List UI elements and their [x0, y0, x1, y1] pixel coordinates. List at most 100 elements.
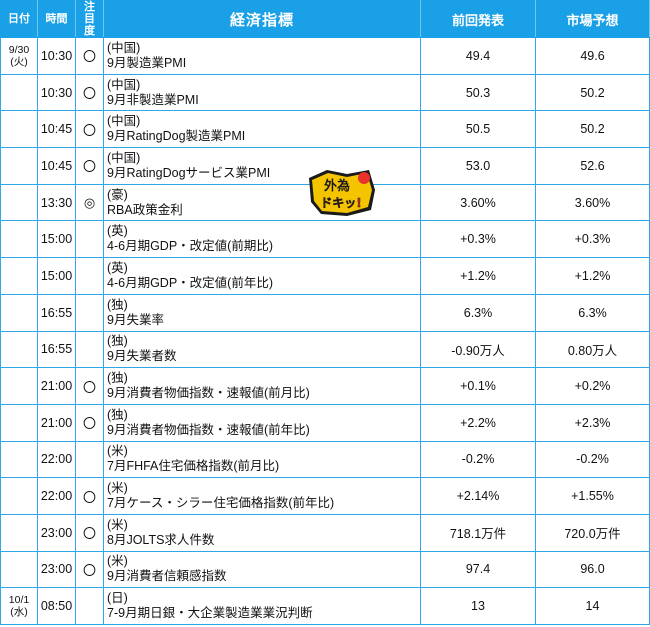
time-cell: 16:55: [37, 293, 76, 332]
forecast-cell: 50.2: [535, 73, 650, 112]
indicator-name: 9月製造業PMI: [107, 55, 187, 70]
table-row: 23:00 〇 (米) 8月JOLTS求人件数 718.1万件 720.0万件: [0, 513, 650, 552]
indicator-name: 7-9月期日銀・大企業製造業業況判断: [107, 606, 313, 621]
country-text: (中国): [107, 77, 141, 92]
time-text: 10:30: [40, 48, 73, 63]
previous-value: +2.14%: [456, 489, 500, 504]
weekday-text: (水): [10, 606, 28, 619]
forecast-cell: +0.2%: [535, 367, 650, 405]
attention-cell: [75, 440, 104, 479]
table-row: 22:00 (米) 7月FHFA住宅価格指数(前月比) -0.2% -0.2%: [0, 440, 650, 479]
forecast-cell: 50.2: [535, 110, 650, 149]
indicator-name: 8月JOLTS求人件数: [107, 532, 215, 547]
indicator-name: 9月RatingDogサービス業PMI: [107, 165, 271, 180]
country-text: (豪): [107, 187, 128, 202]
time-cell: 21:00: [37, 367, 76, 405]
table-row: 22:00 〇 (米) 7月ケース・シラー住宅価格指数(前年比) +2.14% +1.55…: [0, 477, 650, 515]
time-text: 10:45: [40, 158, 73, 173]
indicator-cell: (中国) 9月RatingDog製造業PMI: [103, 110, 421, 149]
forecast-cell: +0.3%: [535, 220, 650, 259]
forecast-value: +2.3%: [574, 415, 611, 430]
gaitame-dokki-badge: 外為 ドキッ!: [309, 170, 375, 216]
attention-mark: 〇: [82, 489, 96, 505]
previous-value: 3.60%: [460, 195, 496, 210]
previous-value: -0.90万人: [451, 343, 505, 358]
previous-value: 50.3: [465, 85, 491, 100]
time-text: 23:00: [40, 562, 73, 577]
time-text: 13:30: [40, 195, 73, 210]
forecast-value: 50.2: [580, 85, 605, 100]
forecast-value: +0.3%: [574, 232, 611, 247]
forecast-cell: 52.6: [535, 147, 650, 185]
country-text: (中国): [107, 40, 141, 55]
attention-mark: 〇: [82, 416, 96, 432]
attention-mark: 〇: [82, 562, 96, 578]
header-date: 日付: [0, 0, 38, 38]
time-cell: 21:00: [37, 403, 76, 442]
indicator-name: RBA政策金利: [107, 202, 183, 217]
indicator-name: 9月消費者物価指数・速報値(前月比): [107, 386, 310, 401]
attention-mark: 〇: [82, 122, 96, 138]
attention-cell: [75, 587, 104, 625]
table-row: 21:00 〇 (独) 9月消費者物価指数・速報値(前年比) +2.2% +2.3%: [0, 403, 650, 442]
time-cell: 10:45: [37, 147, 76, 185]
indicator-cell: (米) 8月JOLTS求人件数: [103, 513, 421, 552]
date-cell: [0, 440, 38, 479]
attention-cell: 〇: [75, 513, 104, 552]
previous-cell: +0.1%: [420, 367, 536, 405]
indicator-name: 4-6月期GDP・改定値(前期比): [107, 239, 273, 254]
time-text: 16:55: [40, 305, 73, 320]
country-text: (米): [107, 517, 128, 532]
previous-cell: 13: [420, 587, 536, 625]
country-text: (英): [107, 260, 128, 275]
forecast-value: 52.6: [580, 158, 605, 173]
previous-cell: 6.3%: [420, 293, 536, 332]
forecast-cell: +1.2%: [535, 257, 650, 295]
date-cell: 10/1 (水): [0, 587, 38, 625]
time-text: 21:00: [40, 379, 73, 394]
indicator-name: 9月失業率: [107, 312, 164, 327]
indicator-cell: (独) 9月失業者数: [103, 330, 421, 369]
indicator-name: 9月消費者物価指数・速報値(前年比): [107, 422, 310, 437]
date-cell: [0, 403, 38, 442]
table-row: 13:30 ◎ (豪) RBA政策金利 3.60% 3.60%: [0, 183, 650, 222]
previous-cell: +2.14%: [420, 477, 536, 515]
time-cell: 15:00: [37, 257, 76, 295]
date-cell: [0, 550, 38, 589]
time-text: 21:00: [40, 415, 73, 430]
country-text: (独): [107, 407, 128, 422]
forecast-value: -0.2%: [576, 452, 609, 467]
forecast-value: 3.60%: [574, 195, 611, 210]
table-body: 9/30 (火) 10:30 〇 (中国) 9月製造業PMI 49.4 49.6 10:30 〇(…: [0, 37, 650, 625]
indicator-cell: (中国) 9月製造業PMI: [103, 37, 421, 75]
badge-text-1: 外為: [323, 178, 350, 194]
forecast-value: 14: [585, 599, 600, 614]
previous-value: +1.2%: [460, 268, 496, 283]
time-cell: 10:45: [37, 110, 76, 149]
indicator-cell: (米) 7月ケース・シラー住宅価格指数(前年比): [103, 477, 421, 515]
forecast-cell: 96.0: [535, 550, 650, 589]
indicator-cell: (中国) 9月非製造業PMI: [103, 73, 421, 112]
previous-cell: 49.4: [420, 37, 536, 75]
indicator-cell: (米) 9月消費者信頼感指数: [103, 550, 421, 589]
time-cell: 22:00: [37, 440, 76, 479]
forecast-value: +1.2%: [574, 268, 611, 283]
time-cell: 22:00: [37, 477, 76, 515]
table-row: 15:00 (英) 4-6月期GDP・改定値(前期比) +0.3% +0.3%: [0, 220, 650, 259]
country-text: (米): [107, 554, 128, 569]
country-text: (米): [107, 481, 128, 496]
time-text: 08:50: [40, 599, 73, 614]
table-row: 9/30 (火) 10:30 〇 (中国) 9月製造業PMI 49.4 49.6: [0, 37, 650, 75]
indicator-cell: (独) 9月失業率: [103, 293, 421, 332]
time-cell: 15:00: [37, 220, 76, 259]
attention-cell: [75, 220, 104, 259]
time-text: 22:00: [40, 489, 73, 504]
date-cell: [0, 293, 38, 332]
indicator-name: 9月非製造業PMI: [107, 92, 199, 107]
forecast-cell: 720.0万件: [535, 513, 650, 552]
indicator-name: 9月消費者信頼感指数: [107, 569, 227, 584]
country-text: (独): [107, 297, 128, 312]
header-forecast: 市場予想: [535, 0, 650, 38]
forecast-value: 49.6: [580, 48, 605, 63]
